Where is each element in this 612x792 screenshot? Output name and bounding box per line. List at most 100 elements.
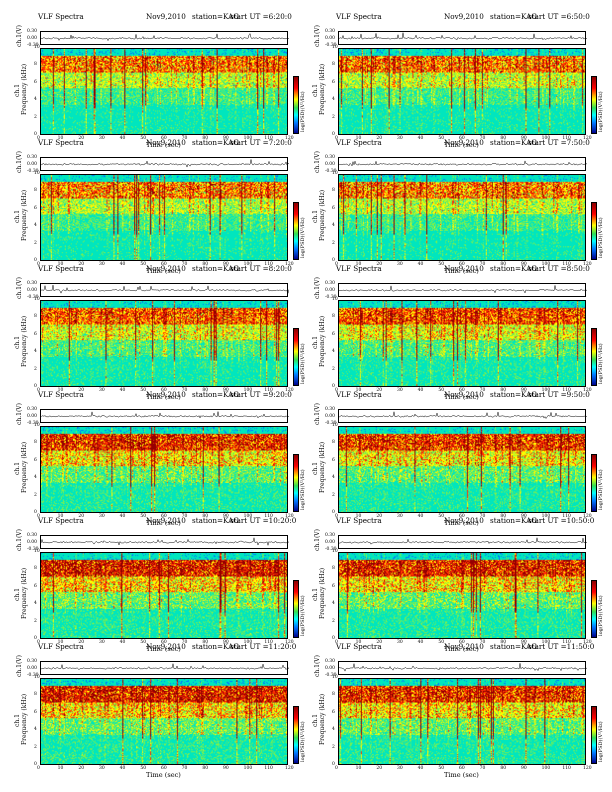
time-tick-label: 110 [264, 640, 273, 645]
time-tick-label: 20 [78, 514, 85, 519]
time-tick-label: 20 [376, 766, 383, 771]
panel-date: Nov9,2010 [146, 642, 186, 651]
channel-axis-label: ch.1 [312, 84, 319, 97]
frequency-tick-label: 6 [332, 457, 335, 463]
time-tick-label: 60 [161, 766, 167, 771]
panel-date: Nov9,2010 [146, 264, 186, 273]
trace-y-tick-label: -0.30 [27, 169, 39, 174]
time-tick-label: 10 [355, 136, 362, 141]
spectra-panel: VLF Spectra Nov9,2010 station=KAG start UT … [308, 514, 604, 653]
colorbar [591, 76, 597, 134]
time-tick-label: 30 [397, 514, 403, 519]
time-tick-label: 100 [243, 640, 253, 645]
trace-y-tick-label: 0.30 [27, 281, 38, 286]
time-tick-label: 120 [583, 766, 592, 771]
panel-station: station=KAG [490, 390, 538, 399]
time-tick-label: 90 [521, 766, 527, 771]
time-tick-label: 100 [541, 262, 551, 267]
spectrogram-axes [338, 552, 586, 639]
spectra-panel: VLF Spectra Nov9,2010 station=KAG start UT … [308, 388, 604, 527]
colorbar-label: log(PSD)(V²/Hz) [598, 217, 604, 258]
frequency-tick-label: 0 [34, 510, 37, 515]
frequency-tick-label: 4 [332, 223, 335, 229]
time-tick-label: 20 [376, 514, 383, 519]
channel-axis-label: ch.1 [14, 462, 21, 475]
time-tick-label: 40 [417, 388, 424, 393]
time-tick-label: 40 [119, 640, 126, 645]
panel-date: Nov9,2010 [444, 138, 484, 147]
trace-y-tick-label: 0.00 [325, 414, 336, 419]
time-tick-label: 80 [500, 514, 507, 519]
voltage-trace-axes [338, 31, 587, 45]
panel-title: VLF Spectra [38, 390, 84, 399]
time-tick-label: 120 [583, 388, 592, 393]
channel-axis-label: ch.1 [14, 336, 21, 349]
spectra-panel: VLF Spectra Nov9,2010 station=KAG start UT … [10, 262, 306, 401]
time-tick-label: 90 [521, 388, 527, 393]
frequency-tick-label: 6 [34, 79, 37, 85]
colorbar-label: log(PSD)(V²/Hz) [598, 91, 604, 132]
colorbar [591, 202, 597, 260]
voltage-trace-axes [338, 157, 587, 171]
spectrogram-heatmap [339, 427, 585, 512]
time-tick-label: 70 [479, 388, 486, 393]
panel-start-time: start UT =7:50:0 [528, 138, 590, 147]
frequency-tick-label: 4 [332, 601, 335, 607]
trace-y-tick-label: 0.30 [325, 281, 336, 286]
time-tick-label: 90 [521, 514, 527, 519]
panel-start-time: start UT =8:50:0 [528, 264, 590, 273]
time-tick-label: 100 [541, 766, 551, 771]
spectrogram-heatmap [41, 427, 287, 512]
trace-y-tick-label: 0.00 [325, 36, 336, 41]
voltage-trace-axes [338, 661, 587, 675]
time-axis-label: Time (sec) [146, 645, 181, 653]
channel-axis-label: ch.1 [312, 462, 319, 475]
panel-station: station=KAG [490, 264, 538, 273]
frequency-tick-label: 8 [332, 62, 335, 68]
time-tick-label: 90 [223, 766, 229, 771]
voltage-trace-axes [338, 283, 587, 297]
trace-y-axis-label: ch.1(V) [16, 151, 23, 173]
trace-y-axis-label: ch.1(V) [16, 655, 23, 677]
time-tick-label: 10 [57, 514, 64, 519]
frequency-tick-label: 4 [34, 97, 37, 103]
time-tick-label: 60 [459, 514, 465, 519]
frequency-tick-label: 6 [332, 709, 335, 715]
time-tick-label: 90 [223, 640, 229, 645]
frequency-tick-label: 8 [34, 692, 37, 698]
time-tick-label: 60 [161, 262, 167, 267]
spectrogram-heatmap [339, 175, 585, 260]
time-tick-label: 10 [355, 766, 362, 771]
time-tick-label: 70 [181, 262, 188, 267]
frequency-tick-label: 0 [332, 636, 335, 641]
panel-title: VLF Spectra [336, 12, 382, 21]
time-tick-label: 100 [243, 262, 253, 267]
panel-date: Nov9,2010 [444, 390, 484, 399]
panel-title: VLF Spectra [336, 138, 382, 147]
panel-start-time: start UT =6:20:0 [230, 12, 292, 21]
time-tick-label: 90 [223, 514, 229, 519]
panel-date: Nov9,2010 [444, 642, 484, 651]
trace-y-tick-label: 0.00 [325, 288, 336, 293]
frequency-tick-label: 6 [34, 205, 37, 211]
time-tick-label: 50 [140, 514, 147, 519]
trace-y-axis-label: ch.1(V) [314, 25, 321, 47]
trace-y-axis-label: ch.1(V) [314, 403, 321, 425]
trace-y-tick-label: 0.30 [325, 533, 336, 538]
frequency-tick-label: 0 [332, 510, 335, 515]
panel-date: Nov9,2010 [146, 12, 186, 21]
frequency-tick-label: 0 [332, 132, 335, 137]
time-tick-label: 80 [202, 136, 209, 141]
spectrogram-heatmap [41, 301, 287, 386]
colorbar [293, 328, 299, 386]
time-tick-label: 0 [335, 514, 338, 519]
trace-y-tick-label: -0.30 [27, 43, 39, 48]
frequency-axis-label: Frequency (kHz) [319, 63, 326, 115]
time-tick-label: 60 [161, 640, 167, 645]
panel-station: station=KAG [192, 138, 240, 147]
panel-start-time: start UT =10:20:0 [230, 516, 297, 525]
time-tick-label: 30 [397, 640, 403, 645]
time-tick-label: 100 [243, 136, 253, 141]
frequency-tick-label: 4 [332, 727, 335, 733]
panel-title: VLF Spectra [336, 390, 382, 399]
